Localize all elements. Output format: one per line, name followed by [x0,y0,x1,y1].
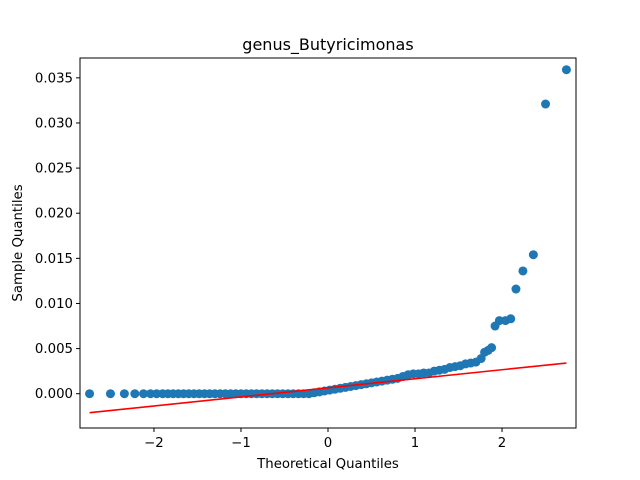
data-point [511,284,521,294]
y-ticks: 0.000 0.005 0.010 0.015 0.020 0.025 0.030 0.035 [35,71,80,402]
y-tick-label: 0.020 [35,207,73,222]
data-point [105,389,115,399]
reference-line-layer [89,362,567,414]
data-point [119,389,129,399]
x-axis-title: Theoretical Quantiles [256,457,399,472]
y-tick-label: 0.035 [35,71,73,86]
points-layer [85,65,571,399]
x-ticks: −2 −1 0 1 2 [144,428,506,451]
y-tick-label: 0.010 [35,297,73,312]
data-point [506,314,516,324]
reference-line [89,362,567,414]
data-point [518,266,528,276]
data-point [487,343,497,353]
x-tick-label: −2 [144,436,164,451]
y-tick-label: 0.015 [35,252,73,267]
y-axis-title: Sample Quantiles [11,184,26,301]
data-point [85,389,95,399]
data-point [139,389,149,399]
y-tick-label: 0.005 [35,342,73,357]
data-point [528,250,538,260]
x-tick-label: 0 [324,436,332,451]
y-tick-label: 0.025 [35,162,73,177]
y-tick-label: 0.030 [35,116,73,131]
axes-frame [79,57,577,429]
data-point [561,65,571,75]
x-tick-label: 1 [411,436,419,451]
data-point [130,389,140,399]
x-tick-label: −1 [231,436,251,451]
data-point [541,99,551,109]
chart-title: genus_Butyricimonas [242,35,413,55]
x-tick-label: 2 [498,436,506,451]
y-tick-label: 0.000 [35,387,73,402]
